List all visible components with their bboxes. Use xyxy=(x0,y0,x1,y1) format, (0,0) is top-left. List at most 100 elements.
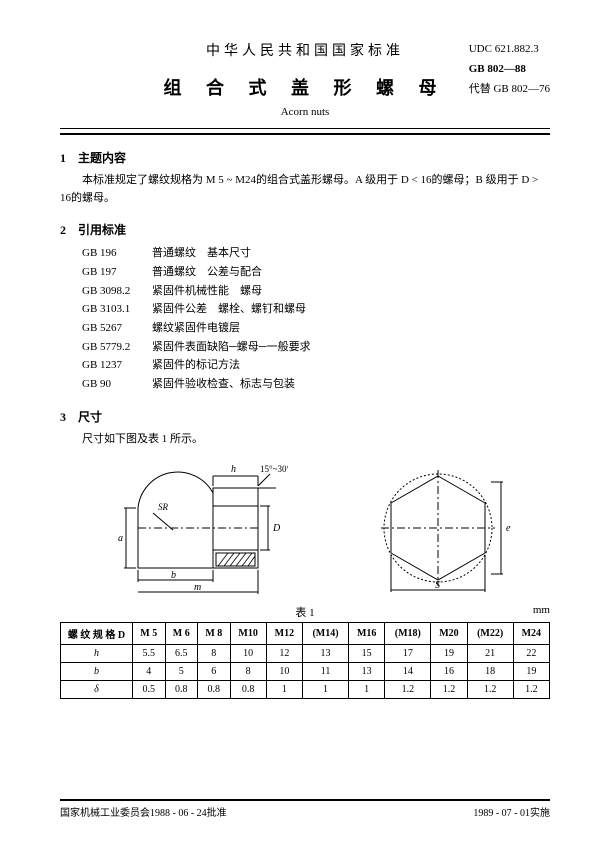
reference-title: 普通螺纹 公差与配合 xyxy=(152,263,262,282)
dim-sr-label: SR xyxy=(158,502,169,512)
table-cell: 19 xyxy=(431,645,467,663)
reference-code: GB 1237 xyxy=(82,356,152,375)
table-row-label: b xyxy=(61,663,133,681)
reference-title: 紧固件机械性能 螺母 xyxy=(152,282,262,301)
table-row-label: h xyxy=(61,645,133,663)
table-cell: 1.2 xyxy=(513,681,549,699)
table-column-header: M24 xyxy=(513,623,549,645)
en-subtitle: Acorn nuts xyxy=(60,106,550,118)
table-cell: 1 xyxy=(349,681,385,699)
dim-b-label: b xyxy=(171,570,176,581)
reference-title: 紧固件表面缺陷─螺母─一般要求 xyxy=(152,338,311,357)
table-cell: 6 xyxy=(198,663,231,681)
replaces-code: 代替 GB 802—76 xyxy=(469,80,550,100)
reference-item: GB 5779.2紧固件表面缺陷─螺母─一般要求 xyxy=(82,338,550,357)
table-header-label: 螺 纹 规 格 D xyxy=(61,623,133,645)
table-caption: 表 1 xyxy=(295,607,314,619)
reference-title: 紧固件的标记方法 xyxy=(152,356,240,375)
table-column-header: M 8 xyxy=(198,623,231,645)
reference-item: GB 196普通螺纹 基本尺寸 xyxy=(82,244,550,263)
table-row-label: δ xyxy=(61,681,133,699)
dim-d-label: D xyxy=(272,523,281,534)
table-cell: 5.5 xyxy=(133,645,166,663)
table-cell: 21 xyxy=(467,645,513,663)
reference-code: GB 196 xyxy=(82,244,152,263)
table-cell: 13 xyxy=(302,645,348,663)
table-cell: 6.5 xyxy=(165,645,198,663)
table-caption-row: 表 1 mm xyxy=(60,604,550,620)
table-column-header: M 5 xyxy=(133,623,166,645)
reference-title: 普通螺纹 基本尺寸 xyxy=(152,244,251,263)
table-cell: 18 xyxy=(467,663,513,681)
reference-item: GB 3103.1紧固件公差 螺栓、螺钉和螺母 xyxy=(82,300,550,319)
table-row: h5.56.581012131517192122 xyxy=(61,645,550,663)
table-cell: 11 xyxy=(302,663,348,681)
table-column-header: (M18) xyxy=(385,623,431,645)
table-cell: 16 xyxy=(431,663,467,681)
table-cell: 14 xyxy=(385,663,431,681)
table-column-header: M16 xyxy=(349,623,385,645)
dim-h-label: h xyxy=(231,464,236,475)
reference-title: 螺纹紧固件电镀层 xyxy=(152,319,240,338)
section-2: 2 引用标准 GB 196普通螺纹 基本尺寸GB 197普通螺纹 公差与配合GB… xyxy=(60,221,550,394)
figure-row: h 15°~30° SR D a b m S e xyxy=(60,458,550,598)
gb-code: GB 802—88 xyxy=(469,60,550,80)
angle-label: 15°~30° xyxy=(260,464,288,474)
reference-title: 紧固件公差 螺栓、螺钉和螺母 xyxy=(152,300,306,319)
figure-front-view: S e xyxy=(363,458,513,598)
section-3: 3 尺寸 尺寸如下图及表 1 所示。 xyxy=(60,408,550,449)
section-3-para: 尺寸如下图及表 1 所示。 xyxy=(60,431,550,449)
section-1-para: 本标准规定了螺纹规格为 M 5 ~ M24的组合式盖形螺母。A 级用于 D < … xyxy=(60,172,550,207)
reference-code: GB 90 xyxy=(82,375,152,394)
reference-code: GB 197 xyxy=(82,263,152,282)
table-cell: 5 xyxy=(165,663,198,681)
table-cell: 10 xyxy=(266,663,302,681)
table-cell: 15 xyxy=(349,645,385,663)
reference-code: GB 5779.2 xyxy=(82,338,152,357)
reference-item: GB 5267螺纹紧固件电镀层 xyxy=(82,319,550,338)
table-column-header: (M22) xyxy=(467,623,513,645)
table-cell: 12 xyxy=(266,645,302,663)
dim-e-label: e xyxy=(506,523,511,534)
table-column-header: M20 xyxy=(431,623,467,645)
table-cell: 0.8 xyxy=(230,681,266,699)
table-cell: 4 xyxy=(133,663,166,681)
footer-approval: 国家机械工业委员会1988 - 06 - 24批准 xyxy=(60,804,227,819)
standard-codes: UDC 621.882.3 GB 802—88 代替 GB 802—76 xyxy=(469,40,550,99)
section-1-head: 1 主题内容 xyxy=(60,149,550,166)
reference-item: GB 90紧固件验收检查、标志与包装 xyxy=(82,375,550,394)
reference-item: GB 3098.2紧固件机械性能 螺母 xyxy=(82,282,550,301)
table-unit: mm xyxy=(533,604,550,616)
table-cell: 17 xyxy=(385,645,431,663)
table-cell: 0.8 xyxy=(198,681,231,699)
rule-thin xyxy=(60,128,550,129)
table-column-header: M12 xyxy=(266,623,302,645)
reference-code: GB 3103.1 xyxy=(82,300,152,319)
section-1: 1 主题内容 本标准规定了螺纹规格为 M 5 ~ M24的组合式盖形螺母。A 级… xyxy=(60,149,550,207)
footer-effective: 1989 - 07 - 01实施 xyxy=(473,804,550,819)
section-3-head: 3 尺寸 xyxy=(60,408,550,425)
table-cell: 1.2 xyxy=(431,681,467,699)
table-cell: 1 xyxy=(266,681,302,699)
dimension-table: 螺 纹 规 格 DM 5M 6M 8M10M12(M14)M16(M18)M20… xyxy=(60,622,550,699)
table-cell: 8 xyxy=(198,645,231,663)
table-row: b456810111314161819 xyxy=(61,663,550,681)
reference-code: GB 5267 xyxy=(82,319,152,338)
dim-m-label: m xyxy=(194,582,201,593)
dim-s-label: S xyxy=(435,580,440,591)
table-cell: 1.2 xyxy=(385,681,431,699)
reference-code: GB 3098.2 xyxy=(82,282,152,301)
reference-list: GB 196普通螺纹 基本尺寸GB 197普通螺纹 公差与配合GB 3098.2… xyxy=(82,244,550,394)
table-cell: 22 xyxy=(513,645,549,663)
dim-a-label: a xyxy=(118,533,123,544)
table-column-header: M10 xyxy=(230,623,266,645)
table-column-header: (M14) xyxy=(302,623,348,645)
reference-title: 紧固件验收检查、标志与包装 xyxy=(152,375,295,394)
table-cell: 1.2 xyxy=(467,681,513,699)
udc-code: UDC 621.882.3 xyxy=(469,40,550,60)
figure-side-view: h 15°~30° SR D a b m xyxy=(98,458,288,598)
table-cell: 1 xyxy=(302,681,348,699)
table-cell: 10 xyxy=(230,645,266,663)
table-cell: 19 xyxy=(513,663,549,681)
header-block: 中华人民共和国国家标准 组 合 式 盖 形 螺 母 Acorn nuts UDC… xyxy=(60,40,550,118)
